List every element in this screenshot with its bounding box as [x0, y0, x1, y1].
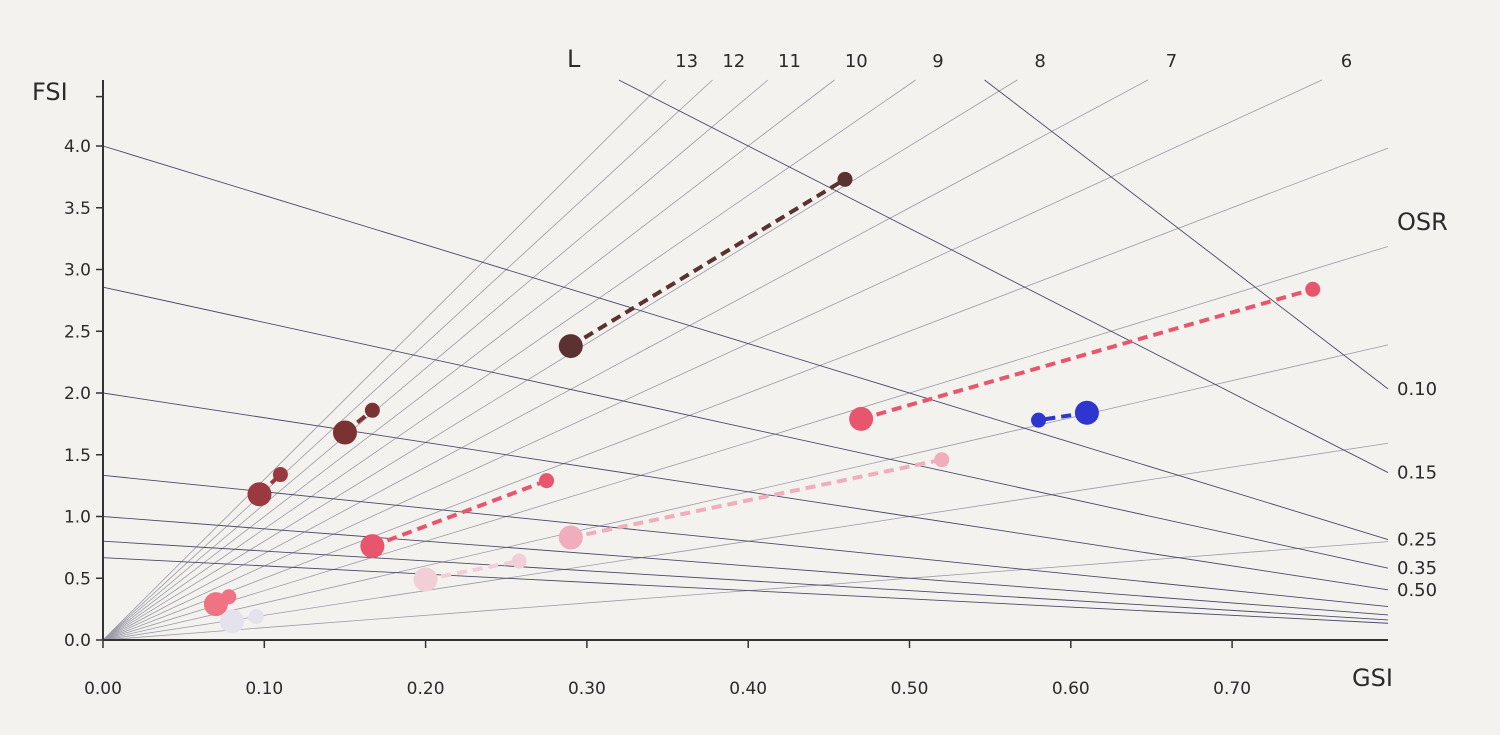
series-1-point-small	[364, 402, 380, 418]
x-axis-title: GSI	[1352, 664, 1393, 692]
y-axis-title: FSI	[32, 78, 68, 106]
x-tick-label-0.60: 0.60	[1052, 679, 1090, 699]
l-line-label-12: 12	[722, 51, 745, 72]
l-line-2	[102, 442, 1389, 641]
x-tick-label-0.00: 0.00	[84, 679, 122, 699]
osr-line-label-0.15: 0.15	[1397, 463, 1437, 484]
series-8-point-small	[248, 609, 264, 625]
y-tick-label-0.5: 0.5	[64, 569, 91, 589]
series-group	[203, 171, 1321, 634]
l-line-8	[102, 79, 1018, 641]
y-tick-label-2.5: 2.5	[64, 322, 91, 342]
l-line-label-11: 11	[778, 51, 801, 72]
osr-line-label-0.50: 0.50	[1397, 580, 1437, 601]
osr-line-label-0.35: 0.35	[1397, 558, 1437, 579]
series-4-point-large	[360, 534, 385, 559]
l-line-label-10: 10	[845, 51, 868, 72]
series-7-point-large	[413, 567, 438, 592]
series-6-connector	[570, 457, 943, 540]
x-tick-label-0.50: 0.50	[891, 679, 929, 699]
series-9-point-large	[1074, 400, 1099, 425]
y-tick-label-2.0: 2.0	[64, 384, 91, 404]
series-3-point-small	[1305, 281, 1321, 297]
series-3-connector	[860, 287, 1314, 421]
x-tick-label-0.30: 0.30	[568, 679, 606, 699]
y-tick-label-4.0: 4.0	[64, 137, 91, 157]
axes-group: 0.0 0.5 1.0 1.5 2.0 2.5 3.0 3.5 4.0 0.00 0.10 0.20 0…	[64, 80, 1388, 699]
l-line-4	[102, 246, 1389, 641]
osr-line-7	[102, 540, 1389, 621]
series-6-point-small	[934, 452, 950, 468]
y-tick-label-1.0: 1.0	[64, 508, 91, 528]
osr-line-2	[102, 145, 1389, 540]
osr-line-label-0.10: 0.10	[1397, 379, 1437, 400]
series-2-point-large	[247, 482, 272, 507]
series-4-connector	[371, 478, 548, 549]
l-line-label-13: 13	[675, 51, 698, 72]
l-line-7	[102, 79, 1149, 641]
x-tick-label-0.20: 0.20	[407, 679, 445, 699]
l-line-5	[102, 147, 1389, 641]
osr-line-0	[984, 79, 1389, 390]
osr-line-6	[102, 516, 1389, 616]
series-2-point-small	[272, 467, 288, 483]
l-line-10	[102, 79, 835, 641]
series-0-point-large	[558, 334, 583, 359]
series-6-point-large	[558, 525, 583, 550]
l-line-9	[102, 79, 916, 641]
osr-line-3	[102, 286, 1389, 569]
y-tick-label-3.0: 3.0	[64, 261, 91, 281]
y-tick-label-3.5: 3.5	[64, 199, 91, 219]
l-lines-group: 13 12 11 10 9 8 7 6	[102, 51, 1389, 641]
series-0-point-small	[837, 171, 853, 187]
x-tick-label-0.70: 0.70	[1213, 679, 1251, 699]
series-7-point-small	[511, 553, 527, 569]
series-0-connector	[569, 177, 847, 348]
series-5-point-small	[221, 589, 237, 605]
series-8-point-large	[220, 609, 245, 634]
l-axis-title: L	[567, 45, 581, 73]
l-line-label-9: 9	[932, 51, 943, 72]
y-tick-label-0.0: 0.0	[64, 631, 91, 651]
osr-lines-group: 0.10 0.15 0.25 0.350.50	[102, 79, 1437, 624]
x-tick-label-0.40: 0.40	[729, 679, 767, 699]
l-line-6	[102, 79, 1323, 641]
series-3-point-large	[849, 406, 874, 431]
osr-line-label-0.25: 0.25	[1397, 530, 1437, 551]
osr-line-4	[102, 392, 1389, 591]
y-tick-label-1.5: 1.5	[64, 446, 91, 466]
osr-line-1	[618, 79, 1389, 473]
x-tick-label-0.10: 0.10	[245, 679, 283, 699]
l-line-13	[102, 79, 666, 641]
l-line-label-7: 7	[1166, 51, 1177, 72]
osr-axis-title: OSR	[1397, 208, 1448, 236]
series-4-point-small	[539, 473, 555, 489]
l-line-3	[102, 344, 1389, 641]
l-line-12	[102, 79, 713, 641]
series-9-point-small	[1031, 412, 1047, 428]
l-line-label-6: 6	[1341, 51, 1352, 72]
osr-line-5	[102, 474, 1389, 607]
series-1-point-large	[332, 420, 357, 445]
osr-line-8	[102, 557, 1389, 624]
l-line-label-8: 8	[1034, 51, 1045, 72]
